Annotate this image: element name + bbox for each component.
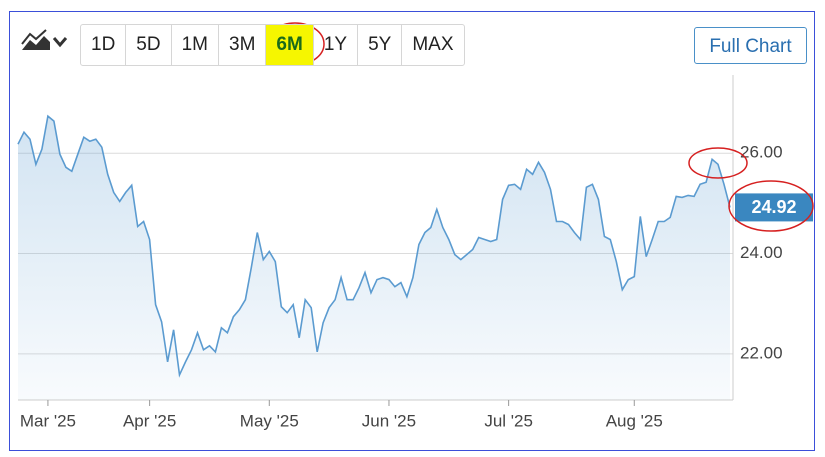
y-tick-label: 24.00 (740, 243, 783, 262)
range-button[interactable]: MAX (412, 34, 454, 55)
chart-icon[interactable] (21, 29, 68, 50)
range-button[interactable]: 1M (172, 25, 219, 65)
area-fill (18, 116, 730, 400)
range-button[interactable]: 5Y (358, 25, 403, 65)
last-price-badge (735, 193, 813, 222)
x-tick-label: Aug '25 (606, 411, 663, 430)
highlight-circle (688, 147, 748, 179)
x-tick-label: Jun '25 (362, 411, 416, 430)
range-button[interactable]: 1Y (314, 25, 359, 65)
x-tick-label: May '25 (240, 411, 299, 430)
range-button[interactable]: 5D (126, 25, 172, 65)
price-line (17, 114, 731, 378)
range-button[interactable]: 3M (219, 25, 267, 65)
y-tick-label: 26.00 (740, 143, 783, 162)
frame (9, 11, 815, 451)
range-button[interactable]: 1D (81, 25, 127, 65)
range-selector: 1D 5D 1M 3M 6M 1Y 5Y MAX (80, 24, 465, 66)
x-tick-label: Jul '25 (484, 411, 533, 430)
x-tick-label: Apr '25 (123, 411, 176, 430)
full-chart-button[interactable]: Full Chart (694, 27, 807, 64)
highlight-circle (728, 180, 814, 232)
last-price-label: 24.92 (751, 197, 796, 217)
range-button[interactable]: 6M (266, 25, 314, 65)
x-tick-label: Mar '25 (20, 411, 76, 430)
y-tick-label: 22.00 (740, 343, 783, 362)
